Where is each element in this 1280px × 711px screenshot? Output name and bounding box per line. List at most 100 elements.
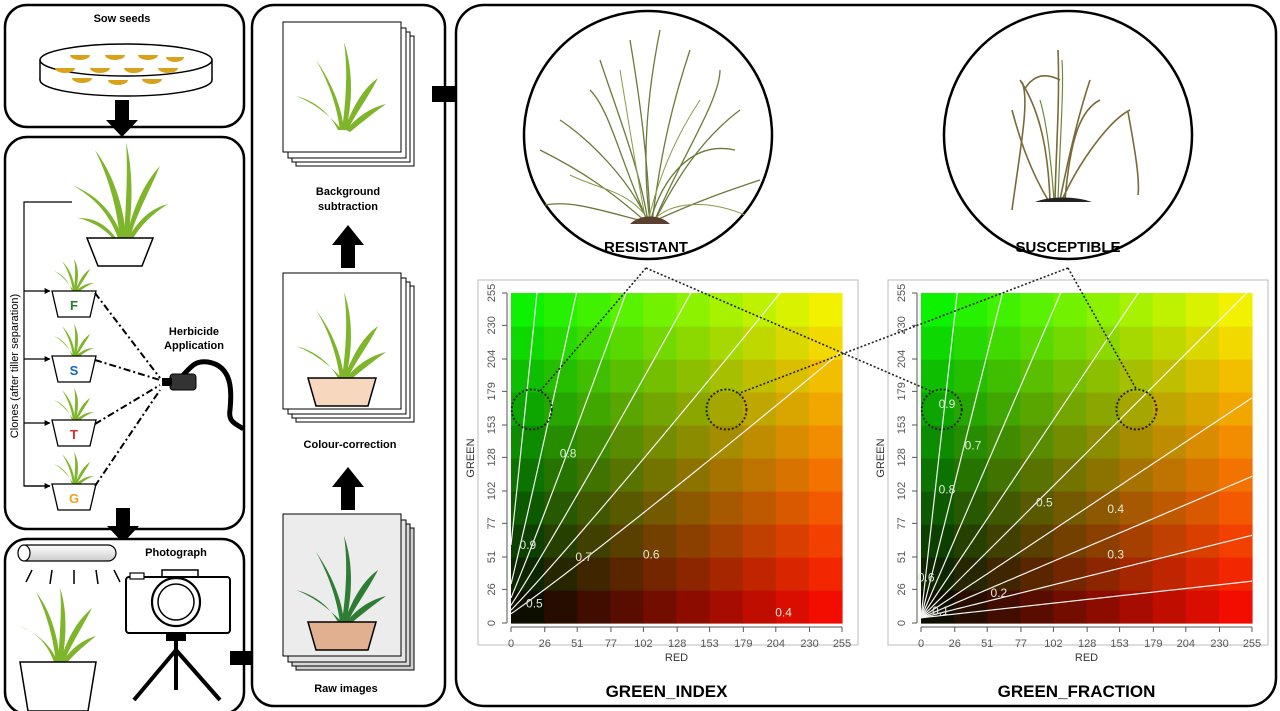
contour-line [921,534,1252,619]
herbicide-label-line2: Application [164,340,224,352]
heatmap-cell [610,425,644,459]
clones-panel: Clones (after tiller separation) F S T G He… [3,135,246,531]
contour-label: 0.1 [932,604,949,618]
arrow-raw-to-correction [332,467,364,510]
x-tick-label: 77 [1015,638,1027,650]
x-tick-label: 26 [539,638,551,650]
heatmap-cell [511,425,545,459]
spray-lines [94,292,161,487]
resistant-plant-photo [522,9,774,261]
heatmap-cell [1218,293,1253,327]
heatmap-cell [1119,557,1154,591]
heatmap-cell [808,392,843,426]
parent-plant-icon [72,142,168,267]
contour-line [511,293,842,585]
heatmap-cell [709,326,744,360]
heatmap-cell [1185,293,1220,327]
contour-label: 0.5 [526,596,543,610]
x-axis-title: RED [1075,652,1098,664]
heatmap-cell [1119,491,1154,525]
y-tick-label: 26 [896,583,908,595]
heatmap-cell [1152,458,1187,492]
y-axis-title: GREEN [465,438,477,477]
heatmap-cell [808,425,843,459]
heatmap-cell [775,590,810,624]
highlight-circles [920,388,1158,431]
lamp-tube-icon [17,544,121,585]
heatmap-cell [1218,425,1253,459]
heatmap-cell [987,425,1021,459]
x-tick-label: 128 [1078,638,1096,650]
contour-labels: 0.9 0.8 0.7 0.6 0.5 0.4 [520,446,793,619]
heatmap-cell [643,590,678,624]
heatmap-cell [775,392,810,426]
heatmap-cell [511,524,545,558]
heatmap-cell [577,392,611,426]
heatmap-cell [1053,392,1088,426]
camera-icon [125,569,231,702]
heatmap-cell [775,491,810,525]
heatmap-cell [577,557,611,591]
heatmap-cell [1086,458,1121,492]
heatmap-cell [1086,425,1121,459]
heatmap-cell [1152,557,1187,591]
clone-pot-t: T [51,388,97,447]
x-tick-label: 153 [1110,638,1128,650]
background-subtraction-label-line2: subtraction [318,201,378,213]
heatmap-cell [643,392,678,426]
x-tick-label: 230 [1210,638,1228,650]
heatmap-cell [643,557,678,591]
y-axis-title: GREEN [875,438,887,477]
heatmap-cell [709,425,744,459]
heatmap-cell [676,392,711,426]
y-tick-label: 128 [896,448,908,466]
arrow-correction-to-subtraction [332,225,364,268]
x-tick-label: 77 [605,638,617,650]
x-axis-title: RED [665,652,688,664]
clone-pots: F S T G [51,259,97,511]
contour-label: 0.7 [965,439,982,453]
heatmap-cell [676,326,711,360]
colour-correction-label: Colour-correction [304,439,397,451]
heatmap-cell [1185,392,1220,426]
heatmap-cell [643,524,678,558]
heatmap-cell [511,458,545,492]
contour-label: 0.6 [643,547,660,561]
heatmap-cell [1086,590,1121,624]
y-tick-label: 0 [486,620,498,626]
y-tick-label: 255 [896,284,908,302]
herbicide-label-line1: Herbicide [169,326,219,338]
y-tick-label: 128 [486,448,498,466]
heatmap-cell [1053,524,1088,558]
heatmap-cell [1218,590,1253,624]
y-tick-label: 204 [896,350,908,368]
y-tick-label: 230 [486,316,498,334]
heatmap-cell [775,557,810,591]
heatmap-cell [1053,359,1088,393]
heatmap-cell [954,491,988,525]
heatmap-cell [1185,524,1220,558]
heatmap-cell [1185,326,1220,360]
colour-correction-images [282,272,415,423]
highlight-circle [705,388,748,431]
heatmap-cell [775,425,810,459]
heatmap-cell [1218,326,1253,360]
axes: 0 26 51 77 102 128 153 179 204 230 255 0 26 51 77 102 12… [465,284,851,664]
axes: 0 26 51 77 102 128 153 179 204 230 255 0 26 51 77 102 12… [875,284,1261,664]
heatmap-cell [775,524,810,558]
heatmap-cell [676,590,711,624]
heatmap-cell [610,392,644,426]
contour-label: 0.6 [918,571,935,585]
heatmap-cell [808,557,843,591]
heatmap-cell [954,557,988,591]
y-tick-label: 0 [896,620,908,626]
heatmap-cell [954,590,988,624]
y-tick-label: 255 [486,284,498,302]
heatmap-cell [742,590,777,624]
processing-panel: Background subtraction Colour-correction [250,3,447,708]
heatmap-cell [775,359,810,393]
heatmap-cell [544,293,578,327]
heatmap-cell [1053,458,1088,492]
y-tick-label: 102 [486,482,498,500]
heatmap-cell [1152,425,1187,459]
